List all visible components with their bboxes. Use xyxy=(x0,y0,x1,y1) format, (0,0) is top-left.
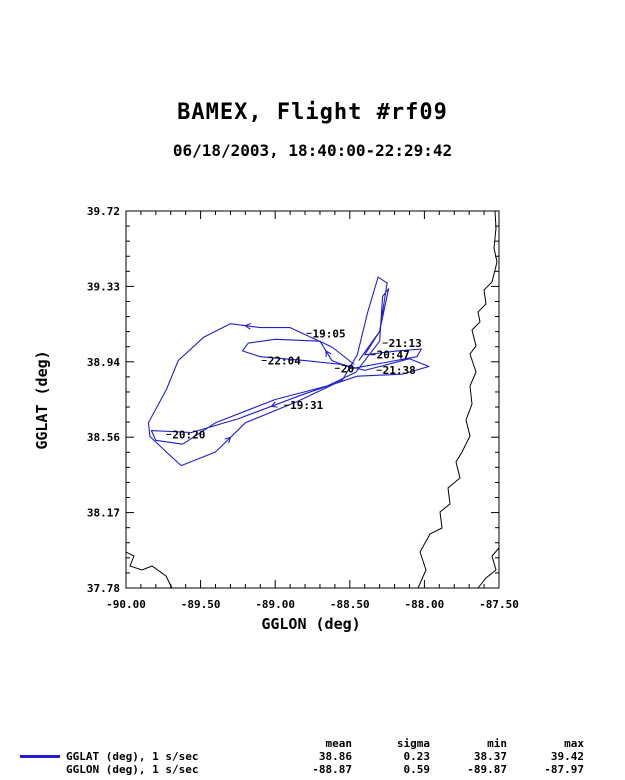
direction-arrow xyxy=(244,322,252,330)
plot-frame xyxy=(125,210,500,589)
stats-min-value: 38.37 xyxy=(473,750,507,763)
x-axis-label: GGLON (deg) xyxy=(261,615,360,633)
direction-arrow xyxy=(270,401,278,408)
y-axis-label: GGLAT (deg) xyxy=(33,350,51,449)
stats-max-value: 39.42 xyxy=(550,750,584,763)
state-border-line xyxy=(125,551,173,589)
stats-sigma-value: 0.23 xyxy=(403,750,431,763)
x-tick-label: -88.00 xyxy=(405,598,445,611)
time-label: 20:20 xyxy=(172,428,205,441)
x-tick-label: -88.50 xyxy=(330,598,370,611)
x-tick-label: -87.50 xyxy=(479,598,519,611)
time-label: 20 xyxy=(341,362,354,375)
state-border-line xyxy=(417,210,498,589)
time-label: 22:04 xyxy=(268,355,301,368)
stats-header-mean: mean xyxy=(325,737,353,750)
time-label: 19:31 xyxy=(290,399,323,412)
x-tick-label: -90.00 xyxy=(106,598,146,611)
state-border-line xyxy=(477,547,500,589)
stats-mean-value: -88.87 xyxy=(312,763,352,776)
y-tick-label: 39.72 xyxy=(87,205,120,218)
direction-arrow xyxy=(224,436,232,444)
y-tick-label: 37.78 xyxy=(87,582,120,595)
flight-track-group xyxy=(147,276,430,467)
time-label: 21:38 xyxy=(383,364,416,377)
stats-header-min: min xyxy=(487,737,507,750)
stats-mean-value: 38.86 xyxy=(318,750,352,763)
chart-title: BAMEX, Flight #rf09 xyxy=(177,100,448,125)
plot-border xyxy=(125,210,500,589)
y-tick-label: 38.56 xyxy=(87,431,120,444)
map-plot: -90.00 -89.50 -89.00 -88.50 -88.00 -87.50 37.7… xyxy=(33,205,519,633)
stats-min-value: -89.87 xyxy=(467,763,507,776)
direction-arrow xyxy=(325,349,332,357)
y-tick-label: 39.33 xyxy=(87,280,120,293)
chart-subtitle: 06/18/2003, 18:40:00-22:29:42 xyxy=(172,141,453,160)
state-border-lines xyxy=(125,210,500,589)
legend-line xyxy=(20,755,60,758)
stats-sigma-value: 0.59 xyxy=(403,763,431,776)
time-label: 21:13 xyxy=(389,337,422,350)
x-tick-label: -89.50 xyxy=(181,598,221,611)
y-tick-label: 38.17 xyxy=(87,507,120,520)
stats-row-label: GGLAT (deg), 1 s/sec xyxy=(66,750,199,763)
time-label: 20:47 xyxy=(377,349,410,362)
axis-ticks: -90.00 -89.50 -89.00 -88.50 -88.00 -87.50 37.7… xyxy=(87,205,519,611)
stats-header-max: max xyxy=(564,737,584,750)
stats-row-label: GGLON (deg), 1 s/sec xyxy=(66,763,199,776)
x-tick-label: -89.00 xyxy=(255,598,295,611)
time-label: 19:05 xyxy=(313,327,346,340)
stats-max-value: -87.97 xyxy=(544,763,584,776)
stats-header-sigma: sigma xyxy=(396,737,430,750)
stats-table: mean sigma min max GGLAT (deg), 1 s/sec … xyxy=(0,736,625,780)
y-tick-label: 38.94 xyxy=(87,356,120,369)
